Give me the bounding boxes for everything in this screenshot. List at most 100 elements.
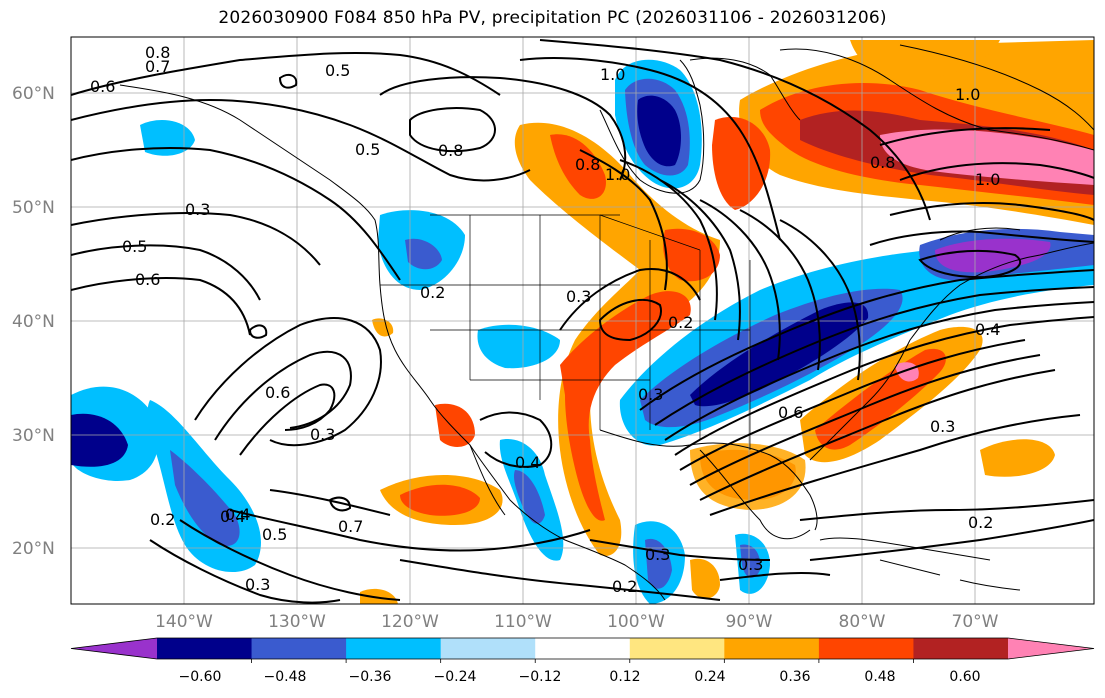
contour-label: 0.4 [975, 320, 1000, 339]
shade-negative-rockies [477, 324, 560, 369]
shade-negative-mexico-core [513, 470, 545, 524]
contour-label: 1.0 [605, 165, 630, 184]
shade-negative-central-am-core [645, 538, 672, 589]
colorbar-swatch [913, 638, 1009, 659]
pv-contours [71, 39, 1094, 604]
colorbar-swatch [724, 638, 820, 659]
colorbar-tick-label: 0.12 [609, 669, 640, 685]
contour-label: 0.3 [185, 200, 210, 219]
shade-negative-pnw-core [405, 238, 442, 270]
contour-label: 0.2 [612, 577, 637, 596]
contour-label: 0.5 [355, 140, 380, 159]
shade-negative-caribbean-core [740, 544, 761, 578]
lat-label: 50°N [12, 198, 55, 218]
shade-positive-quebec [712, 116, 771, 210]
colorbar-swatch [818, 638, 914, 659]
shade-negative-maritimes-core [935, 238, 1051, 273]
shade-positive-north-mid [550, 134, 606, 199]
lon-label: 110°W [494, 612, 552, 632]
shade-positive-yucatan [690, 558, 720, 599]
contour-label: 0.3 [245, 575, 270, 594]
map-frame [70, 36, 1095, 605]
state-borders [380, 214, 751, 450]
contour-label: 0.8 [145, 43, 170, 62]
contour-label: 0.8 [438, 141, 463, 160]
colorbar-tick-label: −0.48 [264, 669, 307, 685]
colorbar-swatch [157, 638, 253, 659]
contour-label-group: 0.8 0.7 0.5 0.6 1.0 0.5 0.8 0.8 1.0 1.0 … [90, 43, 1000, 596]
contour-label: 0.7 [145, 57, 170, 76]
colorbar-outline [70, 637, 1095, 660]
colorbar-tick-label: 0.48 [864, 669, 895, 685]
lat-label: 60°N [12, 84, 55, 104]
shade-negative-pacific-band-core [170, 450, 240, 546]
lon-label: 70°W [952, 612, 999, 632]
shade-positive-atlantic [980, 439, 1055, 477]
colorbar-tick-label: 0.24 [694, 669, 725, 685]
colorbar-tick-label: 0.60 [949, 669, 980, 685]
shade-positive-south [360, 588, 398, 604]
lat-label: 20°N [12, 539, 55, 559]
graticule [71, 37, 1094, 604]
lon-label: 120°W [381, 612, 439, 632]
contour-label: 0.5 [122, 237, 147, 256]
contour-label: 0.4 [220, 507, 245, 526]
lat-label: 40°N [12, 312, 55, 332]
contour-label: 0.3 [638, 385, 663, 404]
contour-label: 0.3 [310, 425, 335, 444]
contour-label: 0.5 [325, 61, 350, 80]
lon-label: 80°W [839, 612, 886, 632]
colorbar-labels: −0.60 −0.48 −0.36 −0.24 −0.12 0.12 0.24 … [179, 669, 981, 685]
colorbar-tick-label: −0.60 [179, 669, 222, 685]
shade-negative-hudson-core [637, 95, 681, 167]
contour-label: 0.4 [225, 505, 250, 524]
colorbar-extend-low [71, 638, 157, 659]
contour-label: 1.0 [955, 85, 980, 104]
figure-title: 2026030900 F084 850 hPa PV, precipitatio… [218, 8, 887, 28]
contour-label: 0.3 [930, 417, 955, 436]
lon-labels: 140°W 130°W 120°W 110°W 100°W 90°W 80°W … [155, 612, 999, 632]
colorbar-tick-label: −0.12 [519, 669, 562, 685]
contour-label: 0.2 [420, 283, 445, 302]
colorbar-swatch [251, 638, 347, 659]
contour-label: 0.6 [90, 77, 115, 96]
lat-labels: 60°N 50°N 40°N 30°N 20°N [12, 84, 55, 559]
contour-label: 0.7 [338, 517, 363, 536]
contour-label: 1.0 [600, 65, 625, 84]
shade-negative-pacific-west-core [71, 413, 128, 467]
shade-negative-alaska [140, 120, 195, 156]
shade-positive-ne-top [850, 40, 1000, 81]
shade-positive-gulf-ca [435, 403, 475, 447]
shade-positive-baja-core [400, 484, 480, 516]
colorbar-tick-label: −0.36 [349, 669, 392, 685]
colorbar-swatch [346, 638, 442, 659]
contour-label: 0.2 [150, 510, 175, 529]
contour-label: 0.6 [265, 383, 290, 402]
contour-label: 0.8 [870, 153, 895, 172]
colorbar-swatch [535, 638, 631, 659]
contour-label: 0.5 [262, 525, 287, 544]
colorbar-tick-label: 0.36 [779, 669, 810, 685]
shade-positive-central-core [560, 291, 691, 521]
contour-label: 1.0 [975, 170, 1000, 189]
colorbar-swatch [440, 638, 536, 659]
lon-label: 90°W [726, 612, 773, 632]
colorbar-extend-high [1008, 638, 1094, 659]
colorbar-swatch [629, 638, 725, 659]
contour-label: 0.2 [668, 313, 693, 332]
contour-label: 0.4 [515, 453, 540, 472]
contour-label: 0.2 [968, 513, 993, 532]
contour-label: 0.3 [566, 287, 591, 306]
lon-label: 140°W [155, 612, 213, 632]
contour-label: 0.6 [135, 270, 160, 289]
colorbar-tick-label: −0.24 [434, 669, 477, 685]
contour-label: 0.8 [575, 155, 600, 174]
coastlines [119, 44, 1094, 601]
contour-label: 0.3 [645, 545, 670, 564]
lat-label: 30°N [12, 426, 55, 446]
contour-label: 0.3 [738, 555, 763, 574]
lon-label: 130°W [268, 612, 326, 632]
lon-label: 100°W [607, 612, 665, 632]
colorbar [70, 637, 1095, 663]
